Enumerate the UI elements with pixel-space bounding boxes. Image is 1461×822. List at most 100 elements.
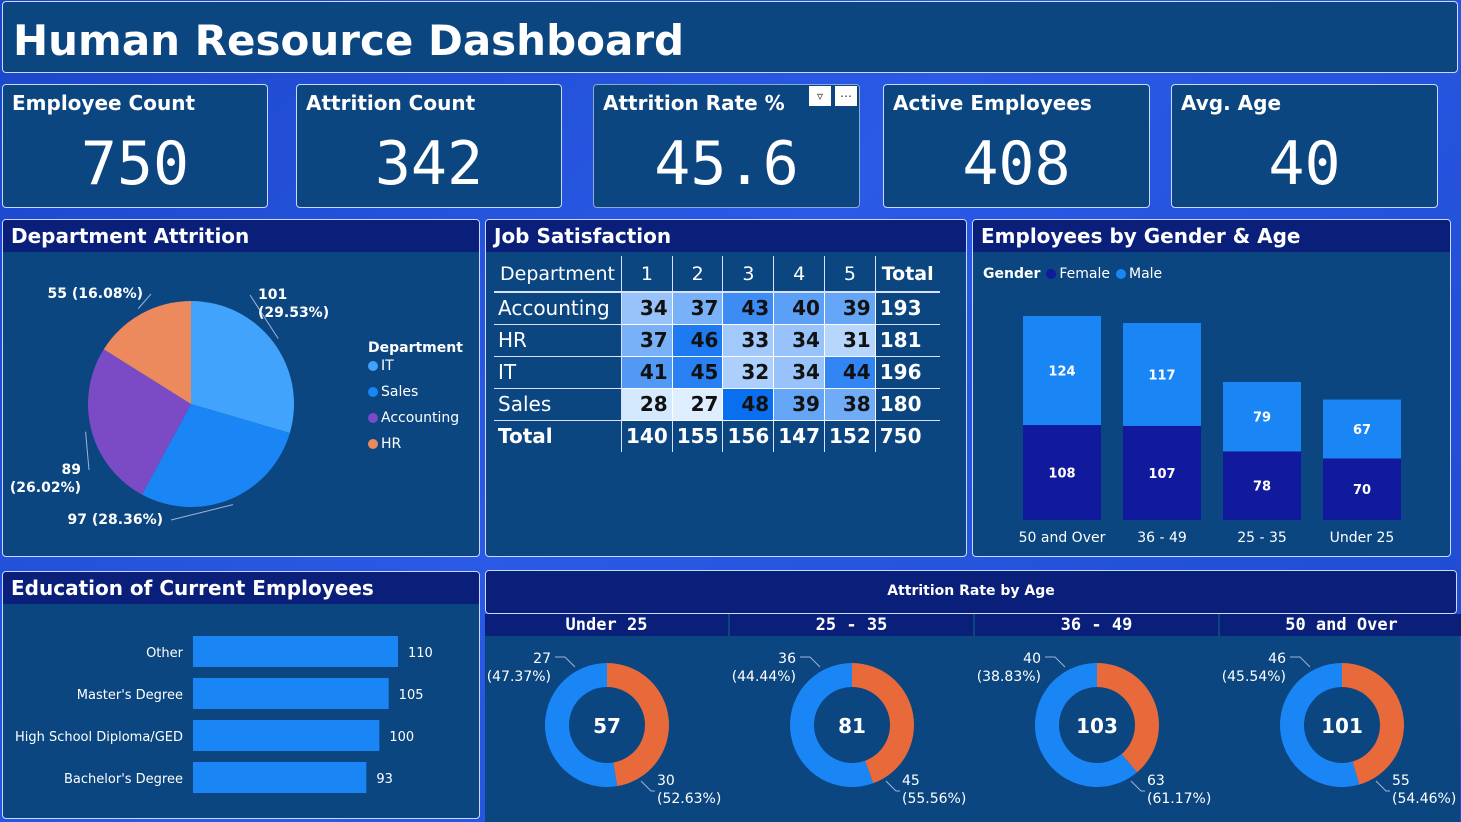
- kpi-value: 750: [80, 129, 190, 199]
- legend-label: HR: [381, 436, 402, 452]
- x-tick-label: 36 - 49: [1137, 530, 1187, 546]
- row-label: HR: [494, 324, 622, 357]
- kpi-label: Attrition Rate %: [603, 91, 785, 115]
- table-cell: 33: [722, 324, 775, 357]
- column-total: 140: [621, 420, 673, 452]
- donut-data-label: 30 (52.63%): [657, 773, 721, 807]
- bar-female: [1023, 425, 1101, 520]
- bar-data-label: 124: [1048, 365, 1075, 380]
- legend-dot-icon: [368, 439, 378, 449]
- table-cell: 34: [621, 292, 673, 325]
- bar-data-label: 108: [1048, 467, 1075, 482]
- donut-center-value: 57: [593, 714, 621, 738]
- bar-data-label: 117: [1148, 368, 1175, 383]
- table-cell: 45: [672, 356, 724, 389]
- kpi-avg-age[interactable]: Avg. Age 40: [1171, 84, 1438, 208]
- kpi-employee-count[interactable]: Employee Count 750: [2, 84, 268, 208]
- column-header: 5: [824, 256, 876, 293]
- pie-data-label: 101 (29.53%): [258, 287, 329, 321]
- panel-title: Job Satisfaction: [486, 220, 966, 252]
- table-cell: 32: [722, 356, 775, 389]
- legend-label: Female: [1059, 266, 1110, 282]
- bar-data-label: 110: [408, 646, 433, 661]
- x-tick-label: Under 25: [1330, 530, 1395, 546]
- bar-data-label: 78: [1253, 480, 1271, 495]
- bar: [193, 720, 380, 751]
- column-total: 155: [672, 420, 724, 452]
- legend-label: Male: [1129, 266, 1163, 282]
- bar-data-label: 107: [1148, 467, 1175, 482]
- kpi-attrition-rate[interactable]: Attrition Rate % 45.6 ▿ ⋯: [593, 84, 860, 208]
- x-tick-label: 50 and Over: [1019, 530, 1106, 546]
- legend-item-female[interactable]: Female: [1046, 266, 1110, 282]
- column-header: 4: [773, 256, 825, 293]
- bar-data-label: 93: [376, 772, 393, 787]
- donut-slice-attrition-yes: [607, 663, 669, 787]
- column-total: 147: [773, 420, 825, 452]
- page-title: Human Resource Dashboard: [13, 16, 685, 65]
- pie-slice-hr: [103, 301, 191, 404]
- y-tick-label: Master's Degree: [77, 688, 183, 703]
- kpi-value: 342: [374, 129, 484, 199]
- bar-data-label: 100: [389, 730, 414, 745]
- more-options-icon[interactable]: ⋯: [835, 86, 857, 106]
- bar-female: [1123, 425, 1201, 520]
- donut-data-label: 45 (55.56%): [902, 773, 966, 807]
- legend-item-hr[interactable]: HR: [368, 436, 463, 452]
- column-total: 152: [824, 420, 876, 452]
- table-row: IT 41 45 32 34 44 196: [494, 356, 940, 389]
- legend-dot-icon: [368, 361, 378, 371]
- gender-age-panel: Employees by Gender & Age Gender Female M…: [972, 219, 1451, 557]
- bar-male: [1223, 381, 1301, 452]
- legend-item-it[interactable]: IT: [368, 358, 463, 374]
- legend-item-sales[interactable]: Sales: [368, 384, 463, 400]
- gender-age-bar-chart: 108 124 50 and Over 107 117 36 - 49 78 79 25 - 3…: [1019, 316, 1401, 546]
- donut-center-value: 101: [1321, 714, 1363, 738]
- kpi-label: Avg. Age: [1181, 91, 1282, 115]
- table-cell: 34: [773, 356, 825, 389]
- y-tick-label: High School Diploma/GED: [15, 730, 183, 745]
- bar-male: [1123, 323, 1201, 426]
- y-tick-label: Other: [146, 646, 184, 661]
- bar: [193, 678, 389, 709]
- department-attrition-panel: Department Attrition 101 (29.53%) 97 (28.3…: [2, 219, 480, 557]
- kpi-label: Attrition Count: [306, 91, 476, 115]
- table-row: Sales 28 27 48 39 38 180: [494, 388, 940, 421]
- panel-title: Employees by Gender & Age: [973, 220, 1450, 252]
- grand-total: 750: [879, 424, 922, 449]
- legend-item-accounting[interactable]: Accounting: [368, 410, 463, 426]
- row-label: Total: [494, 420, 622, 452]
- table-cell: 41: [621, 356, 673, 389]
- y-tick-label: Bachelor's Degree: [64, 772, 183, 787]
- education-bar-chart: Other 110 Master's Degree 105 High School Di…: [15, 636, 433, 793]
- row-total: 193: [875, 292, 940, 325]
- filter-icon[interactable]: ▿: [809, 86, 831, 106]
- column-header: 2: [672, 256, 724, 293]
- job-satisfaction-table: Department 1 2 3 4 5 Total Accounting 34 37 43 40 39…: [494, 256, 940, 452]
- table-cell: 28: [621, 388, 673, 421]
- donut-slice-attrition-no: [790, 663, 874, 787]
- table-row: HR 37 46 33 34 31 181: [494, 324, 940, 357]
- x-tick-label: 25 - 35: [1237, 530, 1287, 546]
- bar-male: [1023, 316, 1101, 426]
- bar-male: [1323, 399, 1401, 459]
- donut-data-label: 46 (45.54%): [1222, 651, 1286, 685]
- legend-item-male[interactable]: Male: [1116, 266, 1162, 282]
- kpi-active-employees[interactable]: Active Employees 408: [883, 84, 1150, 208]
- donut-center-value: 103: [1076, 714, 1118, 738]
- donut-title: 36 - 49: [975, 614, 1218, 636]
- panel-title: Attrition Rate by Age: [486, 571, 1456, 613]
- kpi-attrition-count[interactable]: Attrition Count 342: [296, 84, 562, 208]
- column-header: Department: [494, 256, 622, 293]
- legend-label: Sales: [381, 384, 419, 400]
- row-label: Sales: [494, 388, 622, 421]
- donut-title: 50 and Over: [1220, 614, 1461, 636]
- table-cell: 39: [773, 388, 825, 421]
- donut-slice-attrition-no: [1035, 663, 1138, 787]
- table-cell: 37: [672, 292, 724, 325]
- donut-slice-attrition-no: [545, 663, 618, 787]
- panel-title: Education of Current Employees: [3, 572, 479, 604]
- pie-data-label: 55 (16.08%): [48, 286, 143, 302]
- donut-center-value: 81: [838, 714, 866, 738]
- legend-dot-icon: [368, 387, 378, 397]
